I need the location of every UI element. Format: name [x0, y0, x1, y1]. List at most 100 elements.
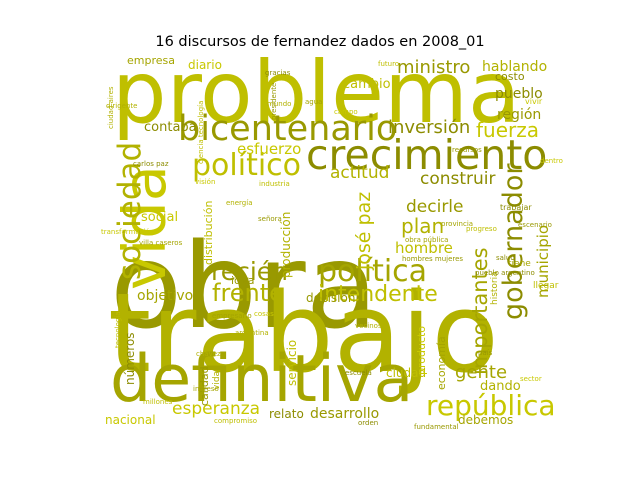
word-distribución: distribución	[202, 201, 215, 265]
word-pueblo-argentino: pueblo argentino	[475, 269, 535, 277]
word-bicentenario: bicentenario	[178, 109, 397, 149]
word-energía: energía	[226, 199, 252, 207]
word-empresario: empresario	[212, 312, 252, 320]
word-dando: dando	[480, 379, 521, 394]
word-llegar: llegar	[533, 281, 559, 291]
word-servicio: servicio	[285, 340, 299, 386]
word-relato: relato	[269, 407, 304, 421]
word-señora: señora	[258, 215, 282, 223]
word-ciudad-aires: ciudad aires	[107, 86, 115, 129]
word-social: social	[141, 210, 178, 225]
word-cambio: cambio	[343, 77, 391, 92]
word-sociedad: sociedad	[112, 142, 148, 280]
word-salud: salud	[496, 254, 515, 262]
word-obra-pública: obra pública	[405, 236, 448, 244]
word-chávez: chávez	[196, 350, 221, 358]
word-política: política	[318, 254, 427, 289]
word-presidente: presidente	[270, 83, 278, 120]
word-números: números	[123, 332, 137, 385]
word-ministro: ministro	[397, 57, 470, 78]
word-dentro: dentro	[540, 157, 563, 165]
word-esfuerzo: esfuerzo	[237, 140, 301, 158]
word-hombres-mujeres: hombres mujeres	[402, 255, 463, 263]
word-dirigente: dirigente	[106, 102, 137, 110]
word-hablando: hablando	[482, 59, 547, 75]
word-villa-caseros: villa caseros	[139, 239, 183, 247]
word-decirle: decirle	[406, 197, 464, 217]
word-vivir: vivir	[525, 97, 543, 106]
word-agua: agua	[305, 98, 322, 106]
word-progreso: progreso	[466, 225, 497, 233]
word-intendente: intendente	[318, 282, 438, 307]
word-construir: construir	[420, 169, 496, 189]
word-tiene: tiene	[508, 259, 531, 269]
word-recién: recién	[211, 257, 288, 286]
word-escuela: escuela	[345, 369, 372, 377]
word-campo: campo	[334, 108, 358, 116]
word-gente: gente	[455, 362, 507, 383]
word-república: república	[426, 389, 556, 422]
word-cosas: cosas	[254, 310, 274, 318]
word-esperanza: esperanza	[172, 399, 260, 419]
word-calidad: calidad	[198, 366, 211, 406]
word-hombre: hombre	[395, 239, 453, 257]
word-municipio: municipio	[534, 225, 552, 298]
word-definitiva: definitiva	[110, 342, 413, 417]
word-contaba: contaba	[144, 120, 197, 135]
word-futuro: futuro	[378, 60, 399, 68]
word-argentina: argentina	[235, 329, 269, 337]
word-pueblo: pueblo	[495, 86, 543, 102]
word-nacional: nacional	[105, 413, 156, 427]
word-trabajar: trabajar	[500, 203, 532, 212]
word-desarrollo: desarrollo	[310, 406, 379, 422]
word-político: político	[192, 148, 301, 183]
word-escenario: escenario	[518, 221, 552, 229]
word-empresa: empresa	[127, 54, 175, 67]
word-crecimiento: crecimiento	[306, 131, 547, 179]
word-importantes: importantes	[468, 247, 492, 375]
word-tecnología: tecnología	[114, 311, 122, 348]
word-objetivo: objetivo	[137, 288, 193, 304]
word-compromiso: compromiso	[214, 417, 257, 425]
word-frente: frente	[212, 279, 284, 307]
word-carlos-paz: carlos paz	[133, 160, 169, 168]
word-millones: millones	[143, 398, 173, 406]
word-plan: plan	[401, 214, 444, 238]
word-trabajo: trabajo	[108, 269, 499, 397]
word-obra: obra	[110, 217, 378, 355]
word-sector: sector	[520, 375, 542, 383]
word-recursos: recursos	[452, 146, 482, 154]
word-gracias: gracias	[265, 69, 291, 77]
word-vida: vida	[110, 165, 179, 290]
word-costo: costo	[495, 70, 525, 83]
word-debemos: debemos	[458, 413, 513, 427]
word-provincia: provincia	[441, 220, 473, 228]
word-mundo: mundo	[267, 100, 291, 108]
word-actitud: actitud	[330, 163, 389, 183]
word-idea: idea	[231, 274, 255, 287]
word-región: región	[497, 107, 541, 123]
word-decisión: decisión	[306, 291, 355, 305]
chart-title: 16 discursos de fernandez dados en 2008_…	[155, 34, 485, 50]
word-fundamental: fundamental	[414, 423, 459, 431]
word-fuerza: fuerza	[476, 118, 539, 142]
word-transformación: transformación	[101, 228, 154, 236]
word-orden: orden	[358, 419, 378, 427]
word-economía: economía	[435, 336, 448, 390]
word-diario: diario	[188, 58, 222, 72]
word-producto: producto	[415, 326, 428, 375]
word-país: país	[478, 349, 493, 357]
word-visión: visión	[195, 178, 215, 186]
word-inversión: inversión	[388, 117, 470, 138]
word-producción: producción	[279, 212, 293, 278]
word-problema: problema	[112, 43, 521, 143]
word-ciencia-tecnología: ciencia tecnología	[197, 101, 205, 164]
word-gobernador: gobernador	[498, 163, 529, 320]
word-josé-paz: josé paz	[353, 192, 375, 271]
word-ciudad: ciudad	[386, 366, 426, 380]
word-historia: historia	[490, 271, 500, 305]
word-vida: vida	[212, 371, 222, 390]
word-ingreso: ingreso	[193, 385, 219, 393]
